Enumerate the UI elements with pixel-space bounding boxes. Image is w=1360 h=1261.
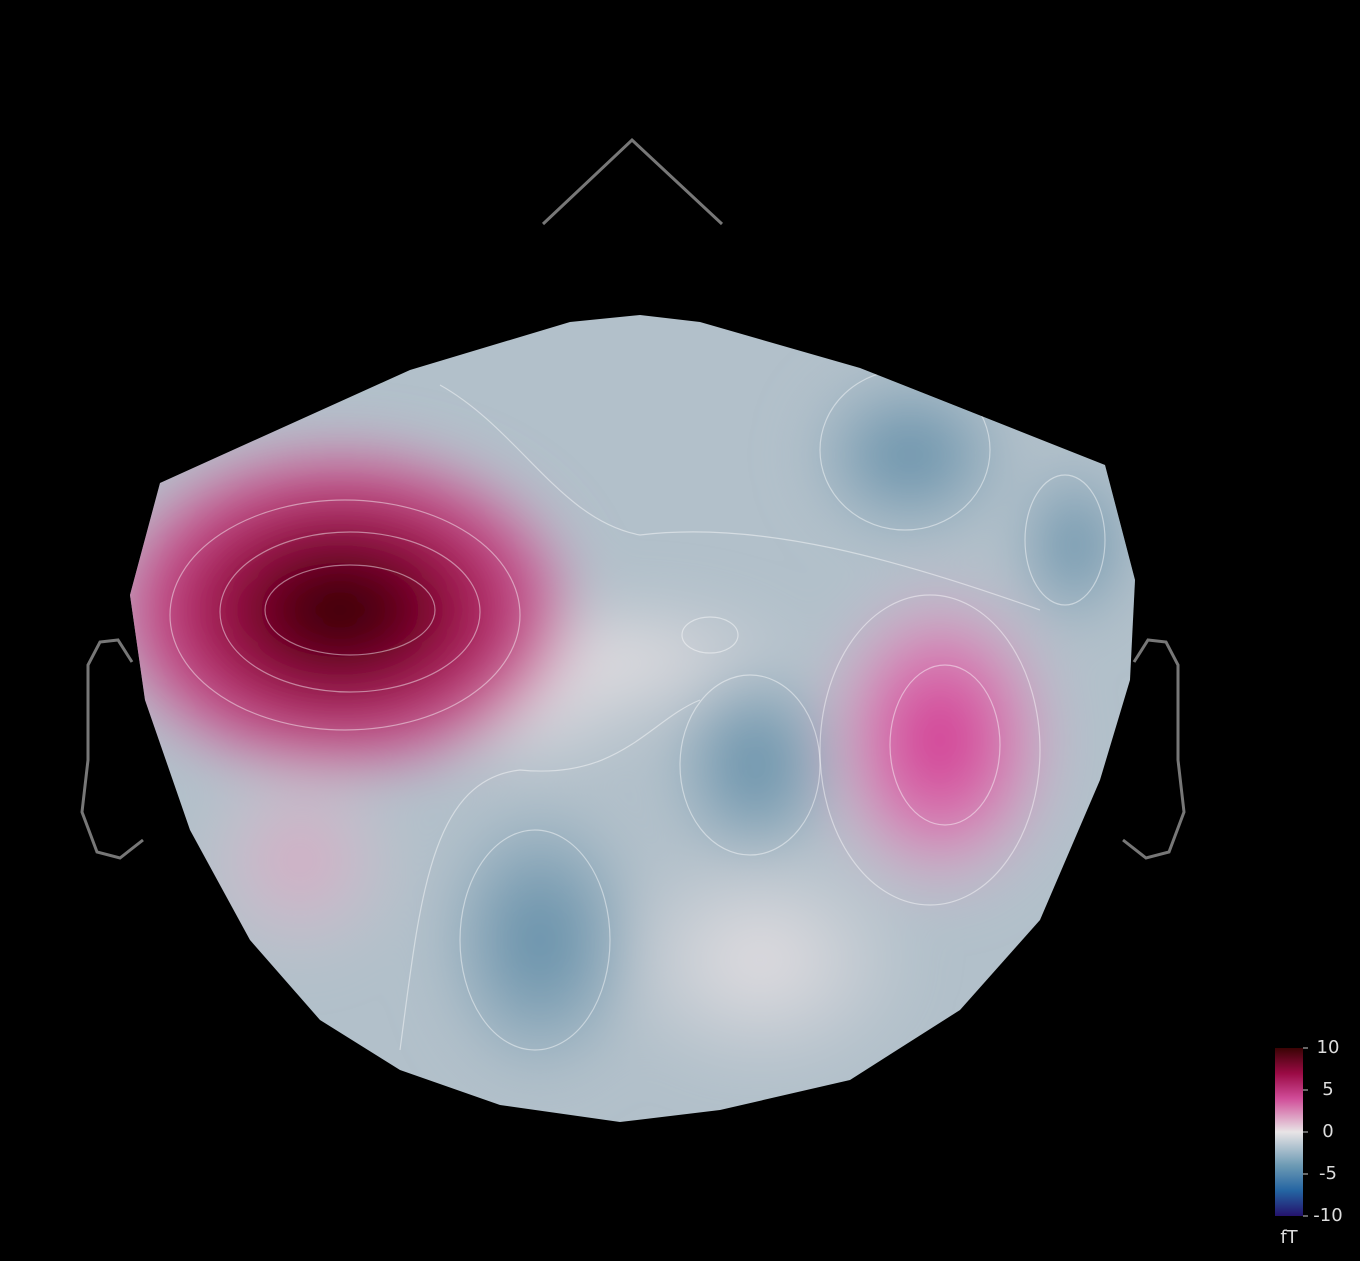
colorbar-tick-label: 10 <box>1317 1037 1340 1058</box>
colorbar <box>1275 1048 1303 1216</box>
field-map <box>130 315 1135 1122</box>
colorbar-tick-label: -10 <box>1313 1205 1342 1226</box>
left-ear <box>80 638 144 860</box>
colorbar-tick-label: -5 <box>1319 1163 1337 1184</box>
contours <box>169 369 1106 1051</box>
colorbar-label: fT <box>1280 1227 1298 1248</box>
colorbar-tick-label: 0 <box>1322 1121 1333 1142</box>
colorbar-tick-label: 5 <box>1322 1079 1333 1100</box>
nose <box>541 137 724 226</box>
right-ear <box>1122 638 1186 860</box>
